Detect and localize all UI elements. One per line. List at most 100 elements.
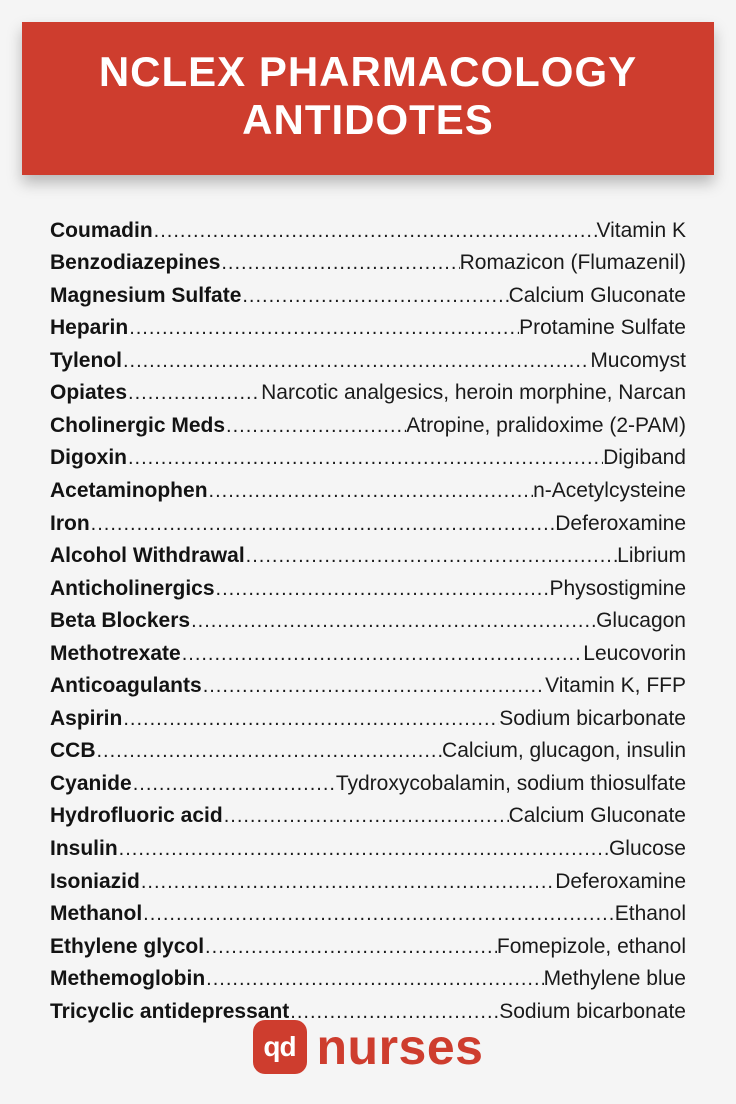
drug-name: Methanol bbox=[50, 898, 142, 931]
antidote-name: n-Acetylcysteine bbox=[533, 475, 686, 508]
leader-dots: ........................................… bbox=[245, 541, 617, 572]
antidote-name: Calcium Gluconate bbox=[509, 800, 686, 833]
antidote-name: Narcotic analgesics, heroin morphine, Na… bbox=[261, 377, 686, 410]
drug-name: Coumadin bbox=[50, 215, 153, 248]
list-item: Tylenol.................................… bbox=[50, 345, 686, 378]
antidote-name: Digiband bbox=[603, 442, 686, 475]
list-item: Beta Blockers...........................… bbox=[50, 605, 686, 638]
list-item: Coumadin................................… bbox=[50, 215, 686, 248]
drug-name: Digoxin bbox=[50, 442, 127, 475]
leader-dots: ........................................… bbox=[153, 216, 597, 247]
list-item: Insulin.................................… bbox=[50, 833, 686, 866]
drug-name: Beta Blockers bbox=[50, 605, 190, 638]
antidote-name: Vitamin K, FFP bbox=[545, 670, 686, 703]
leader-dots: ........................................… bbox=[215, 574, 550, 605]
leader-dots: ........................................… bbox=[208, 476, 534, 507]
drug-name: Hydrofluoric acid bbox=[50, 800, 223, 833]
list-item: CCB.....................................… bbox=[50, 735, 686, 768]
list-item: Heparin.................................… bbox=[50, 312, 686, 345]
antidote-name: Vitamin K bbox=[597, 215, 687, 248]
title-line-2: ANTIDOTES bbox=[242, 96, 494, 143]
leader-dots: ........................................… bbox=[190, 606, 596, 637]
header-banner: NCLEX PHARMACOLOGY ANTIDOTES bbox=[22, 22, 714, 175]
leader-dots: ........................................… bbox=[204, 932, 497, 963]
antidote-name: Methylene blue bbox=[544, 963, 686, 996]
antidote-name: Ethanol bbox=[615, 898, 686, 931]
drug-name: CCB bbox=[50, 735, 96, 768]
leader-dots: ........................................… bbox=[225, 411, 406, 442]
list-item: Anticholinergics........................… bbox=[50, 573, 686, 606]
list-item: Methanol................................… bbox=[50, 898, 686, 931]
drug-name: Anticholinergics bbox=[50, 573, 215, 606]
antidote-name: Romazicon (Flumazenil) bbox=[460, 247, 686, 280]
leader-dots: ........................................… bbox=[223, 801, 509, 832]
drug-name: Isoniazid bbox=[50, 866, 140, 899]
leader-dots: ........................................… bbox=[241, 281, 508, 312]
drug-name: Anticoagulants bbox=[50, 670, 202, 703]
list-item: Benzodiazepines.........................… bbox=[50, 247, 686, 280]
leader-dots: ........................................… bbox=[142, 899, 615, 930]
list-item: Cholinergic Meds........................… bbox=[50, 410, 686, 443]
list-item: Ethylene glycol.........................… bbox=[50, 931, 686, 964]
leader-dots: ........................................… bbox=[127, 443, 603, 474]
leader-dots: ........................................… bbox=[205, 964, 543, 995]
page: NCLEX PHARMACOLOGY ANTIDOTES Coumadin...… bbox=[0, 0, 736, 1104]
antidote-list: Coumadin................................… bbox=[22, 175, 714, 1039]
list-item: Isoniazid...............................… bbox=[50, 866, 686, 899]
antidote-name: Tydroxycobalamin, sodium thiosulfate bbox=[336, 768, 686, 801]
antidote-name: Protamine Sulfate bbox=[519, 312, 686, 345]
qd-logo-badge: qd bbox=[253, 1020, 307, 1074]
footer: qd nurses bbox=[0, 1018, 736, 1076]
leader-dots: ........................................… bbox=[122, 346, 590, 377]
leader-dots: ........................................… bbox=[220, 248, 459, 279]
list-item: Cyanide.................................… bbox=[50, 768, 686, 801]
antidote-name: Fomepizole, ethanol bbox=[497, 931, 686, 964]
list-item: Anticoagulants..........................… bbox=[50, 670, 686, 703]
drug-name: Cyanide bbox=[50, 768, 132, 801]
leader-dots: ........................................… bbox=[96, 736, 443, 767]
leader-dots: ........................................… bbox=[122, 704, 499, 735]
list-item: Digoxin.................................… bbox=[50, 442, 686, 475]
drug-name: Aspirin bbox=[50, 703, 122, 736]
list-item: Methotrexate............................… bbox=[50, 638, 686, 671]
drug-name: Methemoglobin bbox=[50, 963, 205, 996]
drug-name: Cholinergic Meds bbox=[50, 410, 225, 443]
brand-name: nurses bbox=[317, 1018, 484, 1076]
list-item: Iron....................................… bbox=[50, 508, 686, 541]
leader-dots: ........................................… bbox=[132, 769, 336, 800]
title-line-1: NCLEX PHARMACOLOGY bbox=[99, 48, 637, 95]
drug-name: Alcohol Withdrawal bbox=[50, 540, 245, 573]
antidote-name: Calcium Gluconate bbox=[509, 280, 686, 313]
antidote-name: Leucovorin bbox=[583, 638, 686, 671]
drug-name: Iron bbox=[50, 508, 90, 541]
list-item: Acetaminophen...........................… bbox=[50, 475, 686, 508]
antidote-name: Mucomyst bbox=[590, 345, 686, 378]
list-item: Alcohol Withdrawal......................… bbox=[50, 540, 686, 573]
antidote-name: Glucagon bbox=[596, 605, 686, 638]
drug-name: Opiates bbox=[50, 377, 127, 410]
drug-name: Tylenol bbox=[50, 345, 122, 378]
leader-dots: ........................................… bbox=[90, 509, 556, 540]
list-item: Magnesium Sulfate.......................… bbox=[50, 280, 686, 313]
antidote-name: Atropine, pralidoxime (2-PAM) bbox=[406, 410, 686, 443]
antidote-name: Physostigmine bbox=[549, 573, 686, 606]
qd-logo-text: qd bbox=[263, 1031, 295, 1063]
page-title: NCLEX PHARMACOLOGY ANTIDOTES bbox=[42, 48, 694, 145]
leader-dots: ........................................… bbox=[127, 378, 261, 409]
antidote-name: Deferoxamine bbox=[555, 508, 686, 541]
list-item: Methemoglobin...........................… bbox=[50, 963, 686, 996]
leader-dots: ........................................… bbox=[128, 313, 519, 344]
antidote-name: Librium bbox=[617, 540, 686, 573]
drug-name: Heparin bbox=[50, 312, 128, 345]
list-item: Hydrofluoric acid.......................… bbox=[50, 800, 686, 833]
antidote-name: Calcium, glucagon, insulin bbox=[442, 735, 686, 768]
list-item: Aspirin.................................… bbox=[50, 703, 686, 736]
drug-name: Methotrexate bbox=[50, 638, 181, 671]
drug-name: Acetaminophen bbox=[50, 475, 208, 508]
drug-name: Benzodiazepines bbox=[50, 247, 220, 280]
drug-name: Magnesium Sulfate bbox=[50, 280, 241, 313]
leader-dots: ........................................… bbox=[181, 639, 584, 670]
antidote-name: Deferoxamine bbox=[555, 866, 686, 899]
leader-dots: ........................................… bbox=[118, 834, 609, 865]
drug-name: Ethylene glycol bbox=[50, 931, 204, 964]
